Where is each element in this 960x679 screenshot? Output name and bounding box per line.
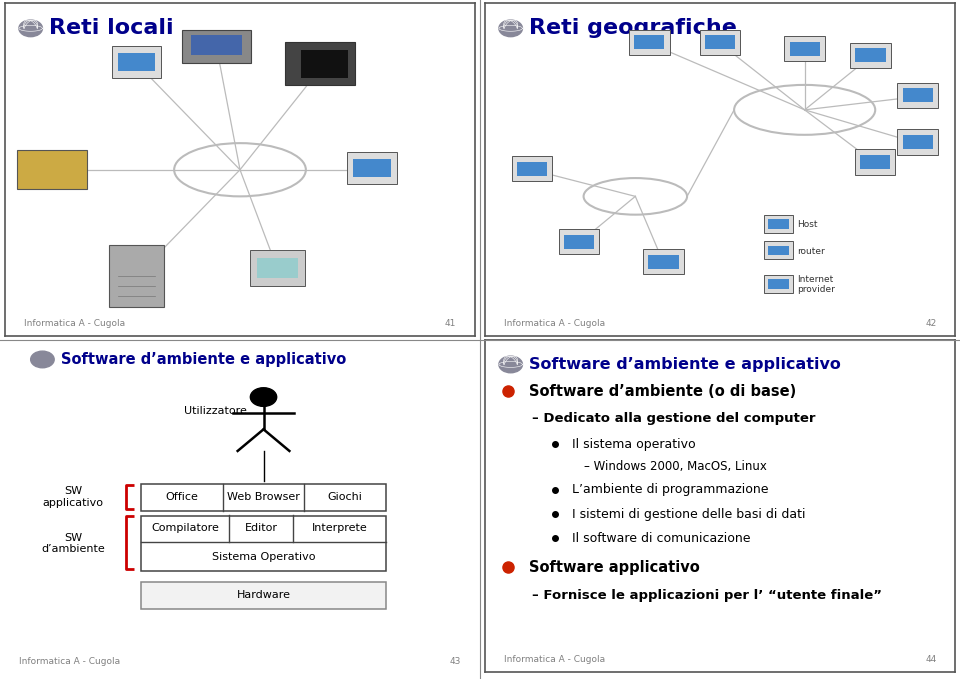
FancyBboxPatch shape bbox=[902, 135, 932, 149]
FancyBboxPatch shape bbox=[17, 150, 86, 189]
FancyBboxPatch shape bbox=[181, 31, 252, 63]
FancyBboxPatch shape bbox=[764, 242, 793, 259]
Text: Reti locali: Reti locali bbox=[50, 18, 174, 38]
FancyBboxPatch shape bbox=[347, 152, 396, 184]
Text: Informatica A - Cugola: Informatica A - Cugola bbox=[24, 318, 125, 328]
FancyBboxPatch shape bbox=[251, 251, 305, 286]
Circle shape bbox=[499, 20, 522, 37]
Circle shape bbox=[31, 351, 54, 368]
Text: Internet
provider: Internet provider bbox=[798, 275, 835, 294]
FancyBboxPatch shape bbox=[784, 36, 825, 62]
FancyBboxPatch shape bbox=[768, 219, 789, 229]
FancyBboxPatch shape bbox=[768, 246, 789, 255]
Text: – Fornisce le applicazioni per l’ “utente finale”: – Fornisce le applicazioni per l’ “utent… bbox=[532, 589, 882, 602]
FancyBboxPatch shape bbox=[860, 155, 890, 169]
FancyBboxPatch shape bbox=[851, 43, 891, 68]
Text: 41: 41 bbox=[445, 318, 456, 328]
FancyBboxPatch shape bbox=[764, 215, 793, 233]
FancyBboxPatch shape bbox=[705, 35, 735, 49]
FancyBboxPatch shape bbox=[898, 129, 938, 155]
FancyBboxPatch shape bbox=[516, 162, 547, 176]
Text: Giochi: Giochi bbox=[327, 492, 363, 502]
Text: Software d’ambiente e applicativo: Software d’ambiente e applicativo bbox=[530, 357, 841, 372]
FancyBboxPatch shape bbox=[353, 160, 391, 177]
FancyBboxPatch shape bbox=[768, 279, 789, 289]
FancyBboxPatch shape bbox=[191, 35, 242, 55]
Text: Web Browser: Web Browser bbox=[228, 492, 300, 502]
Text: Compilatore: Compilatore bbox=[152, 523, 219, 533]
FancyBboxPatch shape bbox=[564, 235, 594, 249]
Text: L’ambiente di programmazione: L’ambiente di programmazione bbox=[572, 483, 768, 496]
Text: Utilizzatore: Utilizzatore bbox=[183, 406, 247, 416]
FancyBboxPatch shape bbox=[790, 42, 820, 56]
FancyBboxPatch shape bbox=[764, 275, 793, 293]
Text: router: router bbox=[798, 246, 826, 256]
Text: – Windows 2000, MacOS, Linux: – Windows 2000, MacOS, Linux bbox=[584, 460, 766, 473]
FancyBboxPatch shape bbox=[559, 229, 599, 255]
Text: – Dedicato alla gestione del computer: – Dedicato alla gestione del computer bbox=[532, 412, 815, 425]
Text: SW
applicativo: SW applicativo bbox=[42, 486, 104, 508]
FancyBboxPatch shape bbox=[141, 582, 386, 609]
FancyBboxPatch shape bbox=[118, 53, 156, 71]
Text: Interprete: Interprete bbox=[311, 523, 368, 533]
Text: Software d’ambiente e applicativo: Software d’ambiente e applicativo bbox=[61, 352, 347, 367]
Text: I sistemi di gestione delle basi di dati: I sistemi di gestione delle basi di dati bbox=[572, 508, 805, 521]
Text: Informatica A - Cugola: Informatica A - Cugola bbox=[504, 655, 605, 664]
FancyBboxPatch shape bbox=[512, 156, 552, 181]
FancyBboxPatch shape bbox=[257, 258, 299, 278]
Circle shape bbox=[19, 20, 42, 37]
Text: Software d’ambiente (o di base): Software d’ambiente (o di base) bbox=[530, 384, 797, 399]
Text: Informatica A - Cugola: Informatica A - Cugola bbox=[504, 318, 605, 328]
Text: Editor: Editor bbox=[245, 523, 277, 533]
FancyBboxPatch shape bbox=[855, 48, 885, 62]
Text: Reti geografiche: Reti geografiche bbox=[530, 18, 737, 38]
FancyBboxPatch shape bbox=[301, 50, 348, 78]
FancyBboxPatch shape bbox=[643, 249, 684, 274]
Text: Sistema Operativo: Sistema Operativo bbox=[212, 552, 315, 562]
FancyBboxPatch shape bbox=[902, 88, 932, 103]
Text: 44: 44 bbox=[925, 655, 936, 664]
Text: Il sistema operativo: Il sistema operativo bbox=[572, 438, 695, 451]
Text: SW
d’ambiente: SW d’ambiente bbox=[41, 532, 105, 554]
Text: Hardware: Hardware bbox=[236, 590, 291, 600]
Text: Il software di comunicazione: Il software di comunicazione bbox=[572, 532, 751, 545]
FancyBboxPatch shape bbox=[111, 45, 161, 78]
FancyBboxPatch shape bbox=[141, 483, 386, 511]
FancyBboxPatch shape bbox=[629, 29, 670, 55]
FancyBboxPatch shape bbox=[635, 35, 664, 49]
FancyBboxPatch shape bbox=[649, 255, 679, 269]
FancyBboxPatch shape bbox=[108, 245, 164, 308]
Text: Informatica A - Cugola: Informatica A - Cugola bbox=[19, 657, 120, 666]
Text: 42: 42 bbox=[925, 318, 936, 328]
FancyBboxPatch shape bbox=[141, 516, 386, 571]
FancyBboxPatch shape bbox=[855, 149, 896, 175]
Circle shape bbox=[251, 388, 276, 406]
FancyBboxPatch shape bbox=[285, 42, 355, 85]
Text: Office: Office bbox=[165, 492, 199, 502]
Text: Host: Host bbox=[798, 220, 818, 229]
FancyBboxPatch shape bbox=[898, 83, 938, 108]
FancyBboxPatch shape bbox=[700, 29, 740, 55]
Circle shape bbox=[499, 356, 522, 373]
Text: 43: 43 bbox=[449, 657, 461, 666]
Text: Software applicativo: Software applicativo bbox=[530, 560, 700, 575]
